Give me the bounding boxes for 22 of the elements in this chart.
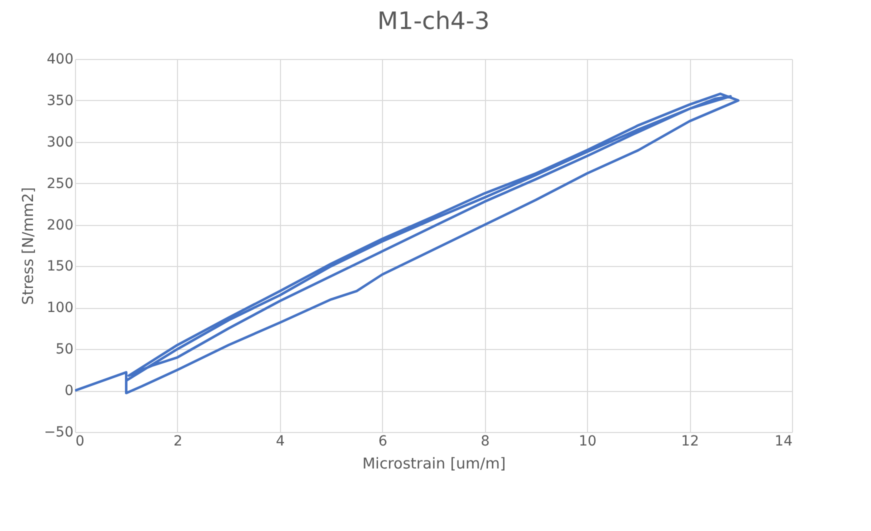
y-tick-label: 350 [46, 92, 74, 109]
y-tick-label: 400 [46, 52, 74, 68]
x-axis-title: Microstrain [um/m] [362, 454, 506, 472]
x-tick-label: 10 [578, 434, 597, 450]
x-tick-label: 2 [173, 434, 182, 450]
x-tick-label: 4 [276, 434, 285, 450]
line-series [75, 92, 740, 394]
x-tick-label: 8 [480, 434, 490, 450]
x-tick-label: 0 [76, 434, 84, 450]
chart-title: M1-ch4-3 [377, 7, 490, 35]
y-tick-label: 200 [46, 217, 74, 234]
y-tick-label: 0 [64, 383, 74, 400]
y-tick-label: −50 [44, 424, 74, 440]
x-tick-label: 6 [378, 434, 388, 450]
y-tick-label: 50 [56, 342, 74, 358]
y-tick-label: 300 [46, 134, 74, 150]
x-tick-label: 12 [681, 434, 699, 450]
y-tick-label: 150 [46, 258, 74, 275]
y-tick-label: 250 [46, 176, 74, 192]
y-tick-label: 100 [46, 300, 74, 316]
y-axis-title: Stress [N/mm2] [18, 187, 37, 305]
x-tick-label: 14 [774, 434, 793, 450]
